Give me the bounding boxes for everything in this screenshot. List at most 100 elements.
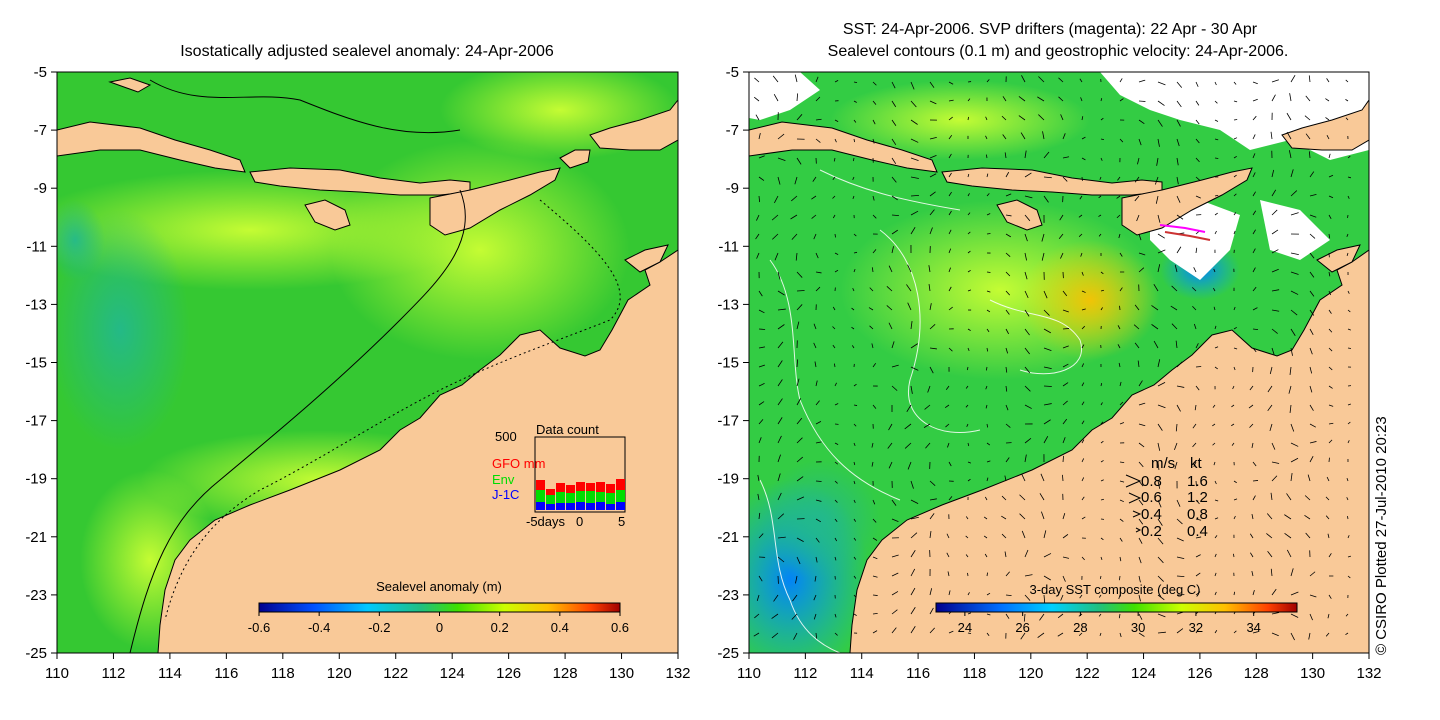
velocity-vector xyxy=(1347,440,1350,444)
velocity-vector xyxy=(1271,249,1279,254)
velocity-vector xyxy=(910,550,916,558)
velocity-vector xyxy=(1233,230,1236,235)
velocity-vector xyxy=(1153,284,1159,292)
velocity-vector xyxy=(1118,594,1121,600)
velocity-vector xyxy=(1214,535,1218,539)
velocity-vector xyxy=(853,138,856,143)
velocity-vector xyxy=(773,594,779,602)
velocity-vector xyxy=(888,322,893,330)
velocity-vector xyxy=(1157,537,1164,545)
velocity-vector xyxy=(814,575,817,582)
velocity-vector xyxy=(910,385,913,394)
velocity-vector xyxy=(1214,499,1219,502)
velocity-vector xyxy=(1020,632,1026,640)
right-lat-tick-label: -13 xyxy=(717,296,739,313)
velocity-vector xyxy=(871,343,874,349)
velocity-vector xyxy=(853,556,857,560)
velocity-vector xyxy=(1119,138,1124,143)
velocity-vector xyxy=(891,627,897,634)
data-count-bar xyxy=(536,502,545,510)
velocity-vector xyxy=(771,632,779,639)
right-lon-tick-label: 120 xyxy=(1018,665,1043,682)
velocity-vector xyxy=(891,176,897,183)
velocity-vector xyxy=(891,499,897,506)
velocity-vector xyxy=(1290,328,1296,336)
velocity-vector xyxy=(868,307,874,311)
velocity-vector xyxy=(1060,594,1064,601)
velocity-vector xyxy=(1157,81,1166,86)
velocity-vector xyxy=(948,191,952,197)
velocity-vector xyxy=(986,290,991,293)
velocity-vector xyxy=(772,75,779,83)
velocity-vector xyxy=(891,385,898,391)
velocity-vector xyxy=(1214,325,1217,330)
velocity-vector xyxy=(1249,533,1254,539)
velocity-vector xyxy=(1005,613,1010,619)
velocity-vector xyxy=(1005,404,1009,411)
velocity-vector xyxy=(948,630,954,634)
velocity-vector xyxy=(1233,553,1235,558)
velocity-vector xyxy=(756,594,760,601)
velocity-vector xyxy=(891,138,897,146)
velocity-vector xyxy=(1290,347,1293,356)
velocity-vector xyxy=(1005,328,1009,335)
velocity-vector xyxy=(1195,100,1200,106)
velocity-vector xyxy=(795,575,798,584)
sla-cb-tick-label: 0.2 xyxy=(491,620,509,635)
velocity-vector xyxy=(1308,632,1311,640)
velocity-vector xyxy=(758,176,765,181)
data-count-plot xyxy=(534,436,626,513)
velocity-vector xyxy=(1154,176,1159,185)
velocity-vector xyxy=(910,516,919,520)
velocity-vector xyxy=(1157,518,1163,526)
left-lat-tick-label: -25 xyxy=(25,645,47,662)
velocity-vector xyxy=(1117,344,1121,349)
velocity-vector xyxy=(907,302,912,311)
velocity-vector xyxy=(929,627,935,634)
data-count-bar xyxy=(546,489,555,495)
velocity-vector xyxy=(1081,290,1086,293)
right-lon-tick-label: 132 xyxy=(1356,665,1381,682)
velocity-vector xyxy=(1043,366,1052,370)
velocity-vector xyxy=(852,288,855,292)
velocity-vector xyxy=(986,173,989,178)
velocity-vector xyxy=(1309,214,1317,218)
velocity-vector xyxy=(923,423,931,428)
velocity-vector xyxy=(1309,309,1315,316)
velocity-vector xyxy=(1347,403,1351,406)
velocity-vector xyxy=(1078,214,1083,218)
velocity-vector xyxy=(891,518,899,523)
velocity-vector xyxy=(1024,328,1030,336)
velocity-vector xyxy=(815,96,821,102)
velocity-vector xyxy=(777,398,783,406)
velocity-vector xyxy=(948,347,953,352)
velocity-vector xyxy=(777,271,781,280)
velocity-vector xyxy=(1250,552,1254,558)
velocity-vector xyxy=(946,552,950,558)
velocity-vector xyxy=(1118,613,1121,619)
data-count-inset: Data count 500 GFO mm Env J-1C -5days 0 … xyxy=(492,422,626,529)
velocity-vector xyxy=(814,361,817,368)
velocity-vector xyxy=(872,630,878,634)
velocity-vector xyxy=(1304,115,1311,121)
velocity-vector xyxy=(1176,81,1183,88)
velocity-vector xyxy=(1174,461,1178,470)
velocity-vector xyxy=(853,383,857,387)
data-count-bars xyxy=(536,479,625,510)
velocity-vector xyxy=(796,437,803,444)
velocity-vector xyxy=(753,96,760,102)
velocity-vector xyxy=(1309,455,1314,463)
velocity-vector xyxy=(1119,556,1122,562)
velocity-vector xyxy=(853,423,857,427)
sla-cb-tick-label: -0.4 xyxy=(308,620,330,635)
velocity-vector xyxy=(1138,252,1146,256)
velocity-vector xyxy=(853,594,857,598)
velocity-vector xyxy=(1233,155,1237,159)
velocity-vector xyxy=(777,473,781,482)
velocity-vector xyxy=(1290,190,1298,197)
velocity-vector xyxy=(1024,172,1032,178)
velocity-vector xyxy=(1176,246,1182,254)
velocity-vector xyxy=(834,461,839,465)
velocity-vector xyxy=(1195,138,1200,144)
velocity-vector xyxy=(1271,94,1276,102)
